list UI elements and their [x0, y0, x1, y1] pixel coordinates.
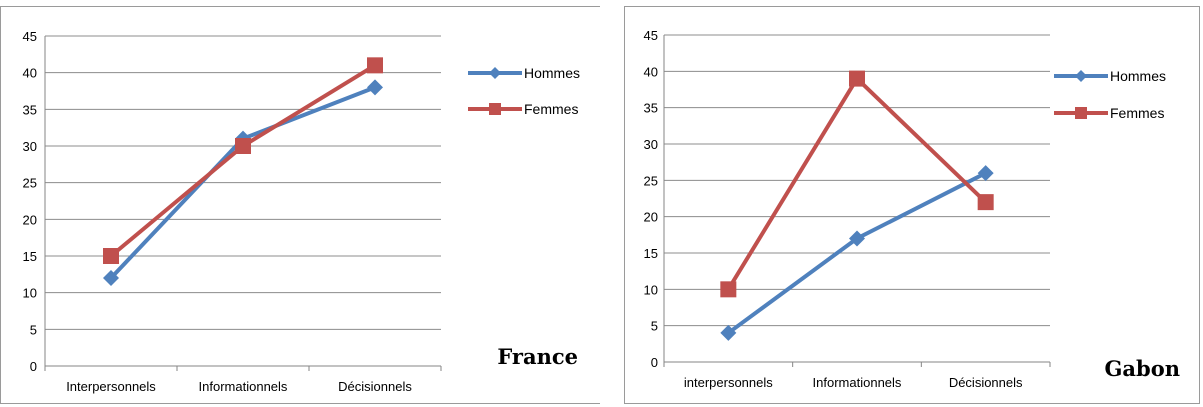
- country-label: France: [497, 344, 578, 369]
- y-tick-label: 0: [30, 359, 37, 374]
- data-point-hommes: [367, 79, 383, 96]
- country-label: Gabon: [1105, 356, 1181, 381]
- data-point-femmes: [977, 194, 994, 211]
- y-tick-label: 45: [644, 28, 658, 43]
- y-tick-label: 45: [23, 29, 37, 44]
- y-tick-label: 40: [23, 66, 37, 81]
- y-tick-label: 15: [644, 246, 658, 261]
- data-point-femmes: [720, 281, 737, 298]
- y-tick-label: 30: [23, 139, 37, 154]
- chart-canvas: 0 5 10 15 20 25 30 35 40 45 interpersonnels Informa…: [644, 28, 1181, 390]
- data-point-femmes: [367, 57, 383, 74]
- y-tick-label: 40: [644, 64, 658, 79]
- y-tick-label: 35: [644, 101, 658, 116]
- legend-label: Hommes: [1110, 68, 1166, 84]
- y-tick-label: 10: [644, 282, 658, 297]
- y-tick-label: 0: [651, 355, 658, 370]
- y-tick-label: 20: [23, 212, 37, 227]
- y-tick-label: 15: [23, 249, 37, 264]
- chart-frame: [624, 6, 1200, 404]
- legend-marker-femmes: [489, 103, 501, 115]
- x-tick-label: Interpersonnels: [66, 379, 156, 394]
- data-point-hommes: [103, 270, 119, 286]
- x-tick-label: Décisionnels: [949, 375, 1023, 390]
- series-line-femmes: [726, 76, 988, 292]
- data-point-femmes: [103, 248, 119, 264]
- x-tick-label: Informationnels: [199, 379, 288, 394]
- x-tick-label: Informationnels: [813, 375, 902, 390]
- x-tick-label: interpersonnels: [684, 375, 773, 390]
- chart-canvas: 0 5 10 15 20 25 30 35 40 45 Interpersonnels Informa…: [23, 29, 580, 394]
- y-tick-label: 5: [30, 322, 37, 337]
- data-point-hommes: [720, 324, 737, 341]
- data-point-femmes: [849, 70, 865, 87]
- y-tick-label: 10: [23, 286, 37, 301]
- series-line-femmes: [109, 63, 377, 258]
- legend-marker-hommes: [489, 67, 501, 79]
- y-tick-label: 5: [651, 319, 658, 334]
- data-point-femmes: [235, 138, 251, 154]
- y-tick-label: 25: [23, 176, 37, 191]
- y-tick-label: 30: [644, 137, 658, 152]
- legend-marker-femmes: [1075, 107, 1087, 119]
- y-tick-label: 35: [23, 102, 37, 117]
- data-point-hommes: [977, 165, 994, 182]
- legend-marker-hommes: [1075, 70, 1087, 82]
- y-tick-label: 25: [644, 173, 658, 188]
- legend-label: Femmes: [1110, 105, 1164, 121]
- data-point-hommes: [849, 230, 865, 247]
- legend-label: Femmes: [524, 101, 578, 117]
- chart-gabon: 0 5 10 15 20 25 30 35 40 45 interpersonnels Informa…: [600, 0, 1203, 407]
- legend-label: Hommes: [524, 65, 580, 81]
- chart-france: 0 5 10 15 20 25 30 35 40 45 Interpersonnels Informa…: [0, 0, 601, 407]
- y-tick-label: 20: [644, 210, 658, 225]
- x-tick-label: Décisionnels: [338, 379, 412, 394]
